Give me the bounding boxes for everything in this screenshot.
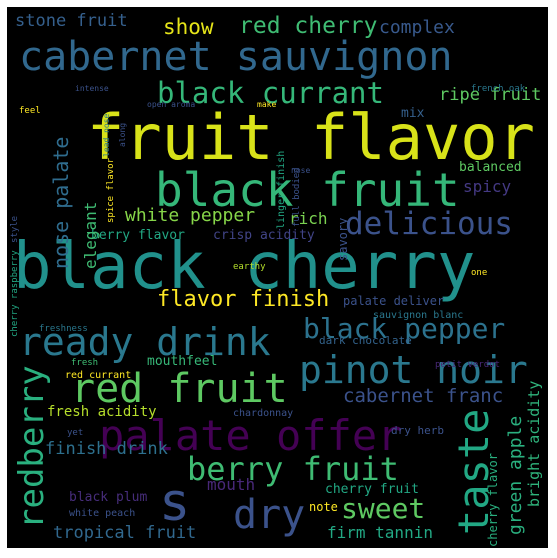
word: cherry flavor: [486, 453, 500, 547]
word: ready drink: [19, 320, 271, 364]
word: spicy: [463, 177, 512, 196]
word: intense: [75, 84, 109, 93]
word: finish drink: [45, 439, 168, 459]
word: flavor finish: [157, 287, 330, 312]
word: green apple: [505, 415, 526, 535]
word: yet: [67, 428, 84, 438]
word: make: [257, 100, 277, 109]
word: style: [10, 215, 20, 243]
word: spice flavor: [106, 157, 116, 223]
word: white peach: [69, 508, 136, 519]
word: sauvignon blanc: [373, 310, 464, 321]
word: red currant: [65, 370, 132, 381]
word: petit verdot: [435, 360, 501, 370]
word: along: [118, 122, 127, 147]
word: savory: [336, 217, 350, 261]
word: black currant: [157, 76, 384, 110]
word: red fruit: [71, 366, 288, 412]
word: nose: [291, 166, 311, 175]
word: balanced: [459, 160, 522, 175]
word: elegant: [81, 201, 100, 269]
word: palate deliver: [343, 294, 445, 308]
word: crisp acidity: [213, 228, 315, 243]
word: berry flavor: [91, 228, 185, 243]
word: s: [159, 473, 191, 533]
word-cloud: black cherry fruit flavor cabernet sauvi…: [7, 7, 548, 548]
word: cabernet franc: [343, 385, 504, 407]
word: note: [309, 500, 338, 514]
word: open aroma: [147, 100, 196, 109]
word: tropical fruit: [53, 523, 197, 543]
word: firm tannin: [327, 523, 433, 542]
word: bright acidity: [525, 380, 543, 507]
word: black fruit: [155, 163, 460, 217]
word: french oak: [471, 84, 526, 94]
word: feel: [19, 106, 41, 116]
word: mouth: [207, 475, 256, 494]
word: pinot noir: [299, 348, 528, 392]
word: fruit flavor: [87, 101, 535, 174]
word: linger finish: [276, 150, 287, 229]
word: lead nose: [102, 113, 111, 157]
word: cherry raspberry: [10, 250, 20, 337]
word: cabernet sauvignon: [19, 34, 453, 80]
word: black cherry: [13, 230, 476, 304]
word: black pepper: [303, 312, 506, 345]
word: white pepper: [125, 205, 256, 226]
word: redberry: [12, 365, 52, 529]
word: fresh: [71, 358, 99, 368]
word: dark chocolate: [319, 334, 412, 347]
word: cherry fruit: [325, 482, 419, 497]
word: dry: [233, 492, 306, 538]
word: earthy: [233, 262, 266, 272]
word: chardonnay: [233, 408, 294, 419]
word: show: [163, 15, 214, 39]
word: complex: [379, 17, 455, 38]
word: fresh acidity: [47, 404, 157, 420]
word: ripe fruit: [439, 85, 542, 105]
word: stone fruit: [15, 11, 128, 31]
word: full bodied: [292, 167, 302, 227]
word: one: [471, 268, 488, 278]
word: sweet: [341, 492, 426, 525]
word: freshness: [39, 324, 88, 334]
word: dry herb: [391, 424, 444, 437]
word: black plum: [69, 490, 148, 505]
word: mix: [401, 106, 425, 121]
word: nose palate: [49, 136, 73, 269]
word: delicious: [345, 206, 513, 242]
word: palate offer: [99, 411, 403, 460]
word: rich: [289, 209, 328, 228]
word: berry fruit: [187, 450, 399, 488]
word: red cherry: [239, 13, 378, 39]
word: mouthfeel: [147, 354, 218, 369]
